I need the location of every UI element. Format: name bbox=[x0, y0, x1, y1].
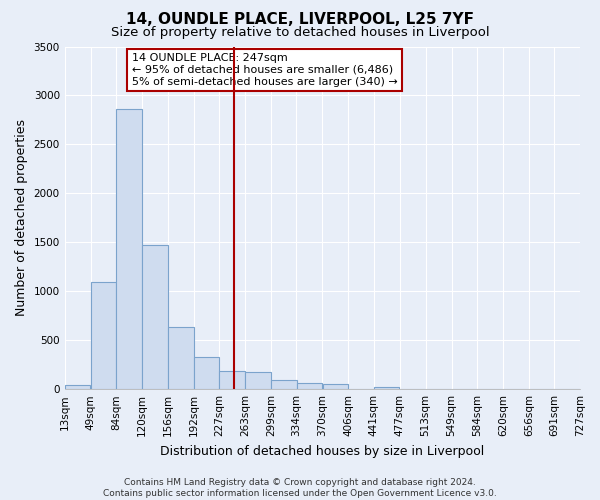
Text: Contains HM Land Registry data © Crown copyright and database right 2024.
Contai: Contains HM Land Registry data © Crown c… bbox=[103, 478, 497, 498]
Bar bbox=[297, 384, 322, 389]
Bar bbox=[194, 357, 220, 389]
Text: Size of property relative to detached houses in Liverpool: Size of property relative to detached ho… bbox=[110, 26, 490, 39]
Text: 14 OUNDLE PLACE: 247sqm
← 95% of detached houses are smaller (6,486)
5% of semi-: 14 OUNDLE PLACE: 247sqm ← 95% of detache… bbox=[131, 54, 397, 86]
Bar bbox=[91, 282, 116, 389]
Bar bbox=[374, 387, 399, 389]
Bar bbox=[271, 380, 297, 389]
Bar bbox=[220, 370, 245, 389]
Bar bbox=[142, 246, 167, 389]
Bar bbox=[323, 384, 348, 389]
X-axis label: Distribution of detached houses by size in Liverpool: Distribution of detached houses by size … bbox=[160, 444, 484, 458]
Bar bbox=[168, 328, 193, 389]
Bar bbox=[65, 386, 90, 389]
Bar bbox=[116, 109, 142, 389]
Bar bbox=[245, 372, 271, 389]
Text: 14, OUNDLE PLACE, LIVERPOOL, L25 7YF: 14, OUNDLE PLACE, LIVERPOOL, L25 7YF bbox=[126, 12, 474, 28]
Y-axis label: Number of detached properties: Number of detached properties bbox=[15, 120, 28, 316]
